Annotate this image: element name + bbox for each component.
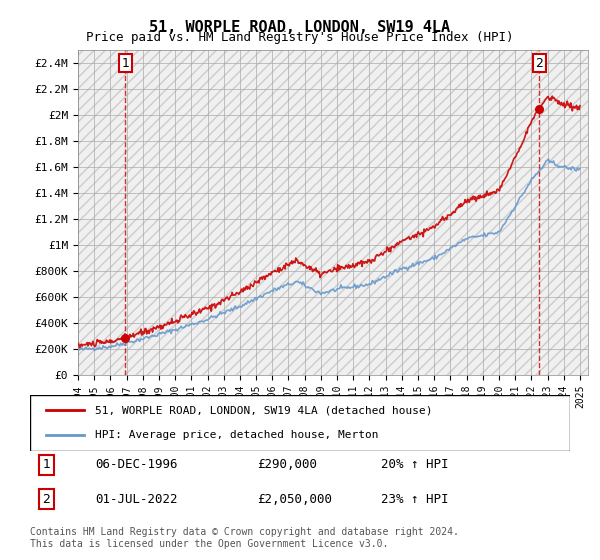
Text: 20% ↑ HPI: 20% ↑ HPI bbox=[381, 459, 449, 472]
Text: Price paid vs. HM Land Registry's House Price Index (HPI): Price paid vs. HM Land Registry's House … bbox=[86, 31, 514, 44]
Text: 23% ↑ HPI: 23% ↑ HPI bbox=[381, 493, 449, 506]
Text: 51, WORPLE ROAD, LONDON, SW19 4LA: 51, WORPLE ROAD, LONDON, SW19 4LA bbox=[149, 20, 451, 35]
Point bbox=[535, 104, 544, 113]
Text: 51, WORPLE ROAD, LONDON, SW19 4LA (detached house): 51, WORPLE ROAD, LONDON, SW19 4LA (detac… bbox=[95, 405, 432, 416]
Point bbox=[121, 333, 130, 342]
Text: 2: 2 bbox=[42, 493, 50, 506]
Text: 1: 1 bbox=[121, 57, 129, 70]
Text: Contains HM Land Registry data © Crown copyright and database right 2024.
This d: Contains HM Land Registry data © Crown c… bbox=[30, 527, 459, 549]
Text: 06-DEC-1996: 06-DEC-1996 bbox=[95, 459, 178, 472]
Text: £2,050,000: £2,050,000 bbox=[257, 493, 332, 506]
Text: 2: 2 bbox=[535, 57, 544, 70]
Text: HPI: Average price, detached house, Merton: HPI: Average price, detached house, Mert… bbox=[95, 430, 379, 440]
Text: £290,000: £290,000 bbox=[257, 459, 317, 472]
Text: 1: 1 bbox=[42, 459, 50, 472]
Text: 01-JUL-2022: 01-JUL-2022 bbox=[95, 493, 178, 506]
